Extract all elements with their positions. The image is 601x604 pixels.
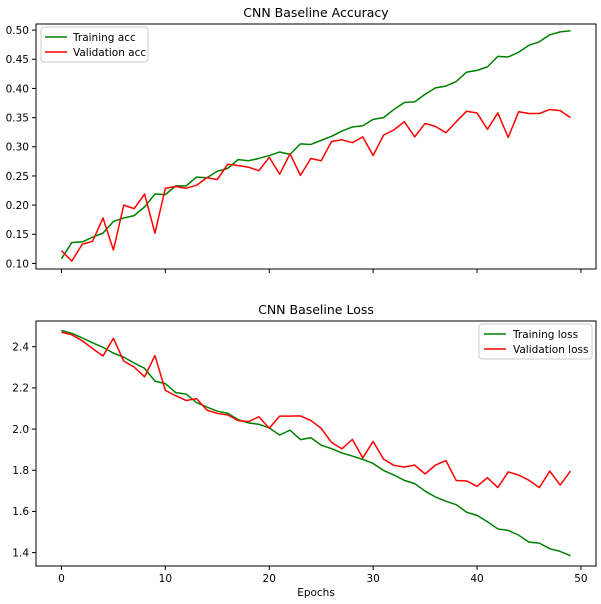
loss-y-tick-label: 2.4 — [12, 342, 29, 354]
legend-label-training-acc: Training acc — [72, 32, 136, 44]
accuracy-y-tick-label: 0.20 — [6, 200, 29, 212]
loss-y-tick-label: 1.4 — [12, 547, 29, 559]
accuracy-y-tick-label: 0.30 — [6, 142, 29, 154]
series-line-training-loss — [61, 329, 571, 557]
accuracy-legend-box — [40, 26, 149, 63]
legend-label-validation-loss: Validation loss — [513, 344, 588, 356]
accuracy-y-tick-label: 0.35 — [6, 112, 29, 124]
accuracy-legend: Training acc Validation acc — [40, 26, 149, 63]
loss-x-tick-label: 30 — [366, 573, 379, 585]
legend-label-training-loss: Training loss — [512, 329, 578, 341]
series-line-validation-acc — [60, 108, 571, 262]
accuracy-y-tick-label: 0.10 — [6, 258, 29, 270]
loss-x-tick-label: 40 — [470, 573, 483, 585]
loss-axes-frame — [35, 320, 597, 567]
loss-y-tick-label: 1.6 — [12, 506, 29, 518]
accuracy-subplot: CNN Baseline Accuracy 0.10 0.15 0.20 0.25 0.… — [6, 5, 597, 273]
accuracy-y-tick-label: 0.50 — [6, 25, 29, 37]
loss-x-tick-label: 20 — [263, 573, 276, 585]
series-line-training-acc — [60, 29, 571, 260]
legend-label-validation-acc: Validation acc — [73, 47, 146, 59]
accuracy-y-tick-label: 0.40 — [6, 83, 29, 95]
accuracy-y-tick-label: 0.15 — [6, 229, 29, 241]
series-line-validation-loss — [61, 331, 572, 489]
loss-x-tick-label: 0 — [58, 573, 65, 585]
loss-legend: Training loss Validation loss — [478, 323, 593, 360]
loss-title: CNN Baseline Loss — [258, 302, 374, 317]
loss-legend-box — [478, 323, 593, 360]
accuracy-y-tick-label: 0.25 — [6, 171, 29, 183]
loss-x-tick-label: 10 — [159, 573, 172, 585]
loss-x-axis-label: Epochs — [297, 587, 335, 599]
accuracy-y-tick-label: 0.45 — [6, 54, 29, 66]
loss-y-tick-label: 2.2 — [12, 383, 29, 395]
accuracy-title: CNN Baseline Accuracy — [243, 5, 389, 20]
loss-y-tick-label: 1.8 — [12, 465, 29, 477]
loss-subplot: CNN Baseline Loss 0 10 20 30 40 50 1.4 1.6 1.8 2… — [12, 302, 597, 599]
loss-x-tick-label: 50 — [574, 573, 587, 585]
loss-y-tick-label: 2.0 — [12, 424, 29, 436]
